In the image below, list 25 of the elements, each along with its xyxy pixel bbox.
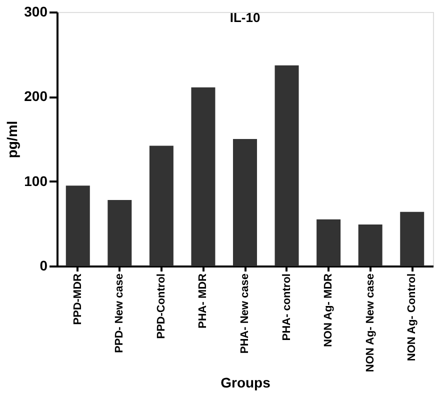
x-axis-title: Groups [220, 374, 271, 391]
bar [66, 186, 90, 266]
bar [108, 200, 132, 266]
y-tick-label: 300 [24, 4, 48, 20]
x-tick-label: NON Ag- MDR [322, 273, 335, 348]
y-tick-label: 200 [24, 88, 48, 104]
bar [233, 139, 257, 266]
x-tick-label: PPD-MDR [72, 273, 84, 325]
x-tick-label: NON Ag- New case [364, 274, 376, 372]
bar [274, 65, 299, 266]
x-tick-label: PPD- New case [114, 274, 126, 353]
y-tick-label: 100 [24, 172, 48, 189]
y-tick-label: 0 [40, 258, 48, 274]
bar [149, 146, 174, 266]
chart-title: IL-10 [230, 10, 260, 25]
x-tick-label: PHA- New case [239, 274, 251, 354]
bar [316, 219, 341, 266]
bar [358, 224, 382, 266]
x-tick-label: PPD-Control [155, 274, 168, 339]
x-tick-label: PHA- MDR [197, 273, 210, 328]
y-axis-title: pg/ml [4, 120, 20, 158]
x-tick-label: PHA- control [280, 274, 293, 341]
bar [191, 87, 216, 266]
x-tick-label: NON Ag- Control [406, 274, 418, 362]
bar [400, 212, 424, 266]
